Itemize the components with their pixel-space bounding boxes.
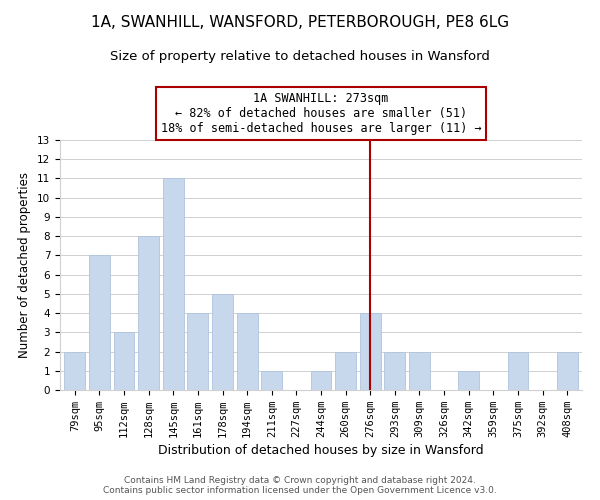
Text: Size of property relative to detached houses in Wansford: Size of property relative to detached ho… <box>110 50 490 63</box>
Bar <box>458 371 479 390</box>
Bar <box>64 352 85 390</box>
Text: 1A SWANHILL: 273sqm
← 82% of detached houses are smaller (51)
18% of semi-detach: 1A SWANHILL: 273sqm ← 82% of detached ho… <box>161 92 481 135</box>
Bar <box>89 256 110 390</box>
Bar <box>113 332 134 390</box>
Bar <box>187 313 208 390</box>
Bar <box>360 313 381 390</box>
Bar <box>508 352 529 390</box>
Bar <box>261 371 282 390</box>
X-axis label: Distribution of detached houses by size in Wansford: Distribution of detached houses by size … <box>158 444 484 457</box>
Bar <box>236 313 257 390</box>
Bar <box>163 178 184 390</box>
Bar <box>409 352 430 390</box>
Bar <box>335 352 356 390</box>
Text: Contains HM Land Registry data © Crown copyright and database right 2024.
Contai: Contains HM Land Registry data © Crown c… <box>103 476 497 495</box>
Bar <box>557 352 578 390</box>
Y-axis label: Number of detached properties: Number of detached properties <box>19 172 31 358</box>
Bar <box>385 352 406 390</box>
Bar <box>138 236 159 390</box>
Bar <box>212 294 233 390</box>
Text: 1A, SWANHILL, WANSFORD, PETERBOROUGH, PE8 6LG: 1A, SWANHILL, WANSFORD, PETERBOROUGH, PE… <box>91 15 509 30</box>
Bar <box>311 371 331 390</box>
